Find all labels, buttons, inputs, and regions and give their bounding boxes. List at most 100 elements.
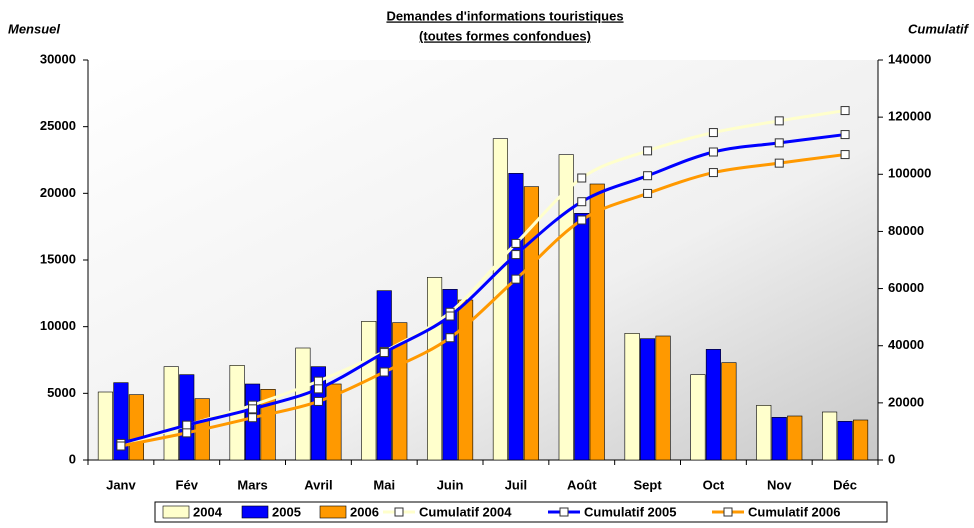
- x-tick-label: Avril: [304, 477, 332, 492]
- marker: [445, 311, 455, 321]
- marker: [445, 333, 455, 343]
- bar: [558, 154, 574, 461]
- legend-marker: [723, 507, 733, 517]
- bar: [392, 322, 408, 461]
- marker: [313, 396, 323, 406]
- y2-tick-label: 0: [888, 451, 895, 466]
- marker: [643, 146, 653, 156]
- legend-swatch: [319, 505, 347, 519]
- marker: [313, 376, 323, 386]
- marker: [511, 238, 521, 248]
- marker: [182, 420, 192, 430]
- chart-title: Demandes d'informations touristiques: [386, 8, 623, 23]
- bar: [442, 289, 458, 461]
- bar: [508, 173, 524, 461]
- marker: [643, 171, 653, 181]
- legend-marker: [394, 507, 404, 517]
- y2-tick-label: 120000: [888, 109, 931, 124]
- bar: [771, 417, 787, 461]
- marker: [708, 168, 718, 178]
- legend-label: 2004: [193, 504, 223, 519]
- legend-label: Cumulatif 2004: [419, 504, 512, 519]
- x-tick-label: Oct: [703, 477, 725, 492]
- y-tick-label: 10000: [40, 318, 76, 333]
- bar: [756, 405, 772, 461]
- y-tick-label: 20000: [40, 185, 76, 200]
- marker: [774, 116, 784, 126]
- bar: [427, 277, 443, 461]
- y-tick-label: 0: [69, 451, 76, 466]
- x-tick-label: Mars: [237, 477, 267, 492]
- marker: [643, 188, 653, 198]
- legend-label: Cumulatif 2005: [584, 504, 676, 519]
- x-tick-label: Janv: [106, 477, 136, 492]
- marker: [379, 348, 389, 358]
- bar: [853, 419, 869, 461]
- x-tick-label: Sept: [633, 477, 662, 492]
- marker: [708, 147, 718, 157]
- bar: [523, 186, 539, 461]
- marker: [182, 428, 192, 438]
- bar: [624, 333, 640, 461]
- bar: [326, 383, 342, 461]
- y-axis-label: Mensuel: [8, 21, 60, 36]
- x-tick-label: Déc: [833, 477, 857, 492]
- bar: [690, 374, 706, 461]
- chart-subtitle: (toutes formes confondues): [419, 28, 591, 43]
- bar: [97, 391, 113, 461]
- bar: [655, 335, 671, 461]
- bar: [705, 349, 721, 461]
- bar: [458, 299, 474, 461]
- y2-tick-label: 20000: [888, 394, 924, 409]
- y2-tick-label: 80000: [888, 223, 924, 238]
- y-tick-label: 15000: [40, 251, 76, 266]
- marker: [840, 106, 850, 116]
- marker: [708, 128, 718, 138]
- bar: [640, 338, 656, 461]
- y2-axis-label: Cumulatif: [908, 21, 970, 36]
- marker: [774, 138, 784, 148]
- bar: [822, 411, 838, 461]
- bar: [589, 183, 605, 461]
- x-tick-label: Juil: [505, 477, 527, 492]
- marker: [248, 413, 258, 423]
- y-tick-label: 5000: [47, 385, 76, 400]
- legend-swatch: [162, 505, 190, 519]
- marker: [511, 274, 521, 284]
- bar: [163, 366, 179, 461]
- marker: [577, 197, 587, 207]
- marker: [379, 367, 389, 377]
- bar: [361, 321, 377, 461]
- bar: [721, 362, 737, 461]
- x-tick-label: Juin: [437, 477, 464, 492]
- x-tick-label: Fév: [176, 477, 199, 492]
- marker: [248, 404, 258, 414]
- y2-tick-label: 40000: [888, 337, 924, 352]
- legend-label: 2005: [272, 504, 301, 519]
- legend-marker: [559, 507, 569, 517]
- x-tick-label: Nov: [767, 477, 792, 492]
- bar: [128, 394, 144, 461]
- legend-label: 2006: [350, 504, 379, 519]
- legend-label: Cumulatif 2006: [748, 504, 840, 519]
- bar: [837, 421, 853, 461]
- legend-swatch: [241, 505, 269, 519]
- marker: [577, 173, 587, 183]
- x-tick-label: Août: [567, 477, 597, 492]
- marker: [840, 150, 850, 160]
- marker: [774, 158, 784, 168]
- y-tick-label: 30000: [40, 51, 76, 66]
- marker: [840, 130, 850, 140]
- marker: [116, 441, 126, 451]
- bar: [574, 213, 590, 461]
- bar: [179, 374, 195, 461]
- marker: [511, 250, 521, 260]
- y2-tick-label: 60000: [888, 280, 924, 295]
- y2-tick-label: 140000: [888, 51, 931, 66]
- bar: [787, 415, 803, 461]
- marker: [577, 215, 587, 225]
- y2-tick-label: 100000: [888, 166, 931, 181]
- y-tick-label: 25000: [40, 118, 76, 133]
- marker: [313, 384, 323, 394]
